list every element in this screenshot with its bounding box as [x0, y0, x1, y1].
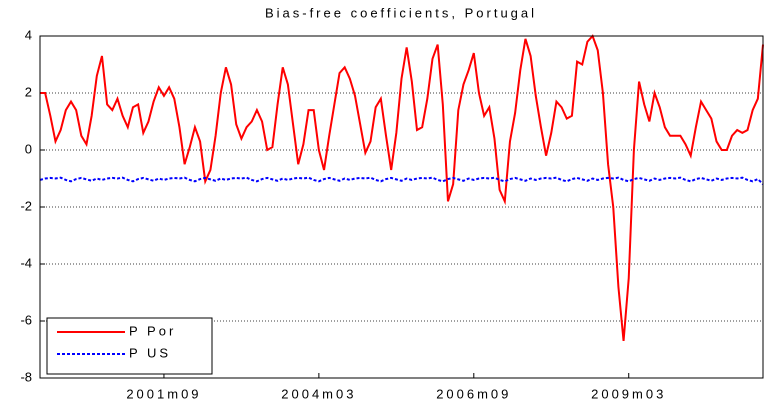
series-line — [39, 176, 764, 185]
x-tick-label: 2001m09 — [126, 386, 201, 401]
y-tick-label: -2 — [20, 198, 32, 213]
x-tick-label: 2006m09 — [436, 386, 511, 401]
y-tick-label: -4 — [20, 255, 32, 270]
legend-box — [46, 317, 213, 375]
y-tick-label: 0 — [25, 141, 32, 156]
legend-label: P US — [129, 345, 171, 360]
series-line — [40, 34, 764, 342]
x-tick-label: 2004m03 — [281, 386, 356, 401]
y-tick-label: -8 — [20, 369, 32, 384]
y-tick-label: 2 — [25, 84, 32, 99]
x-tick-label: 2009m03 — [591, 386, 666, 401]
chart-title: Bias-free coefficients, Portugal — [265, 5, 537, 20]
plot-frame — [39, 35, 764, 379]
y-tick-label: -6 — [20, 312, 32, 327]
legend-label: P Por — [129, 323, 176, 338]
y-tick-label: 4 — [25, 27, 32, 42]
